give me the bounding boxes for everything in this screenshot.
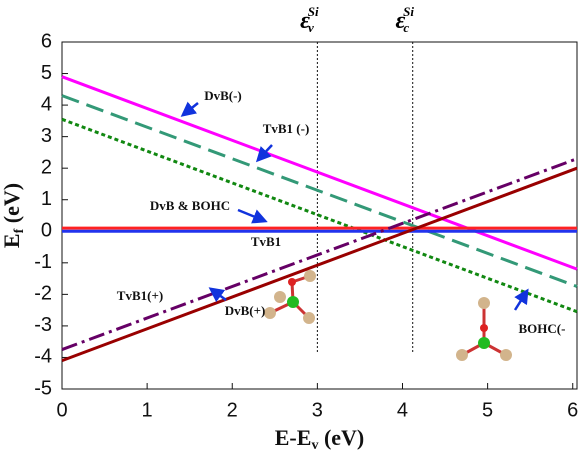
superscript: Si: [403, 4, 414, 19]
y-tick-label: 1: [41, 188, 52, 210]
series-line: [62, 159, 577, 350]
y-tick-label: 2: [41, 156, 52, 178]
y-tick-label: 6: [41, 30, 52, 52]
y-tick-label: 4: [41, 93, 52, 115]
annotation-arrow: [258, 145, 272, 160]
y-tick-label: -3: [34, 314, 52, 336]
x-tick-label: 1: [142, 399, 153, 421]
series-line: [62, 96, 577, 287]
annotation-arrow: [238, 210, 265, 221]
annotation-arrow: [515, 291, 527, 310]
reference-label: εvSi: [300, 4, 319, 35]
annotation: DvB(+): [225, 303, 266, 318]
chart: -5 -4 -3 -2 -1 0 1 2 3 4 5 6 0 1 2 3 4 5 6 εvSi εcSi DvB(-) Tv…: [0, 0, 581, 462]
x-tick-label: 0: [56, 399, 67, 421]
annotation: DvB & BOHC: [150, 198, 230, 213]
label-text: E-E: [275, 425, 312, 450]
annotation: TvB1: [251, 234, 281, 249]
y-tick-label: 0: [41, 220, 52, 242]
y-tick-label: -2: [34, 283, 52, 305]
label-text: E: [0, 233, 24, 248]
y-tick-label: -1: [34, 251, 52, 273]
series-line: [62, 77, 577, 269]
x-tick-label: 5: [482, 399, 493, 421]
x-axis-label: E-Ev (eV): [275, 425, 365, 453]
molecule-right: [456, 297, 512, 361]
annotation: DvB(-): [204, 88, 242, 103]
y-axis-label: Ef (eV): [0, 183, 27, 248]
superscript: Si: [308, 4, 319, 19]
reference-label: εcSi: [395, 4, 414, 35]
annotation-arrow: [183, 103, 198, 115]
label-sub: v: [311, 438, 318, 453]
annotation: TvB1(+): [117, 288, 163, 303]
subscript: c: [403, 20, 409, 35]
x-tick-label: 6: [567, 399, 578, 421]
series-line: [62, 119, 577, 311]
label-unit: (eV): [318, 425, 364, 450]
y-tick-label: 5: [41, 62, 52, 84]
molecule-left: [264, 270, 316, 324]
x-tick-label: 3: [312, 399, 323, 421]
x-tick-label: 4: [397, 399, 408, 421]
series-line: [62, 168, 577, 360]
y-tick-label: -4: [34, 346, 52, 368]
annotation: TvB1 (-): [263, 121, 310, 136]
y-tick-label: 3: [41, 125, 52, 147]
x-tick-label: 2: [227, 399, 238, 421]
subscript: v: [308, 20, 314, 35]
label-unit: (eV): [0, 183, 24, 229]
annotation: BOHC(-: [519, 321, 566, 336]
y-tick-label: -5: [34, 377, 52, 399]
